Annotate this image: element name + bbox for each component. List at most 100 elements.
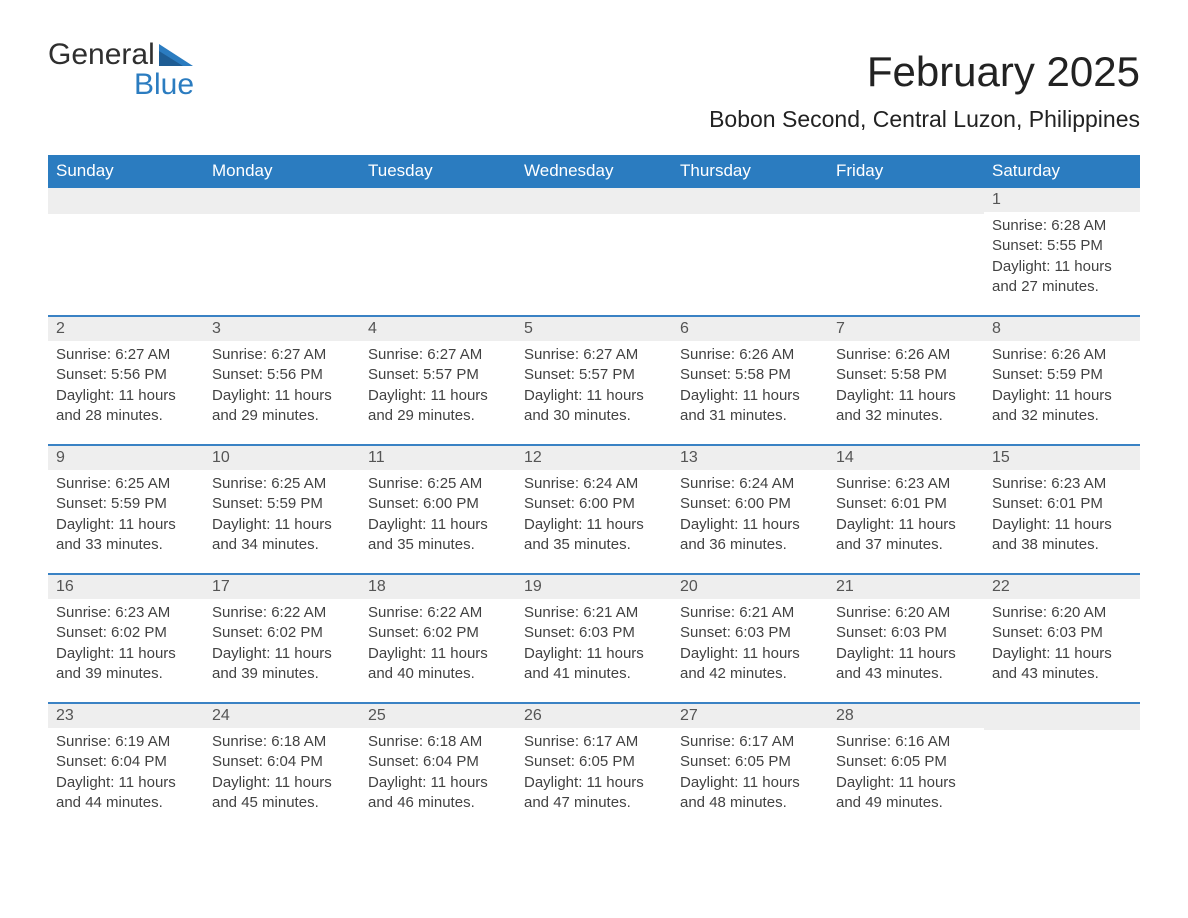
day-cell: 11Sunrise: 6:25 AMSunset: 6:00 PMDayligh… [360, 446, 516, 573]
day-cell: 25Sunrise: 6:18 AMSunset: 6:04 PMDayligh… [360, 704, 516, 831]
daylight-text: Daylight: 11 hours and 48 minutes. [680, 773, 820, 814]
day-number: 2 [48, 317, 204, 341]
sunset-text: Sunset: 6:02 PM [56, 623, 196, 643]
daylight-text: Daylight: 11 hours and 43 minutes. [992, 644, 1132, 685]
day-cell [48, 188, 204, 315]
sunrise-text: Sunrise: 6:20 AM [836, 603, 976, 623]
day-cell: 17Sunrise: 6:22 AMSunset: 6:02 PMDayligh… [204, 575, 360, 702]
daylight-text: Daylight: 11 hours and 44 minutes. [56, 773, 196, 814]
sunrise-text: Sunrise: 6:26 AM [680, 345, 820, 365]
day-number: 25 [360, 704, 516, 728]
day-cell [360, 188, 516, 315]
sunset-text: Sunset: 6:04 PM [212, 752, 352, 772]
daylight-text: Daylight: 11 hours and 47 minutes. [524, 773, 664, 814]
sunset-text: Sunset: 5:59 PM [56, 494, 196, 514]
day-cell [984, 704, 1140, 831]
daylight-text: Daylight: 11 hours and 30 minutes. [524, 386, 664, 427]
day-number: 10 [204, 446, 360, 470]
day-cell [672, 188, 828, 315]
sunset-text: Sunset: 6:03 PM [524, 623, 664, 643]
sunset-text: Sunset: 6:04 PM [368, 752, 508, 772]
daylight-text: Daylight: 11 hours and 32 minutes. [836, 386, 976, 427]
day-cell: 6Sunrise: 6:26 AMSunset: 5:58 PMDaylight… [672, 317, 828, 444]
day-number: 5 [516, 317, 672, 341]
logo-flag-icon [159, 44, 193, 66]
day-body: Sunrise: 6:24 AMSunset: 6:00 PMDaylight:… [672, 470, 828, 555]
day-number: 24 [204, 704, 360, 728]
day-cell: 18Sunrise: 6:22 AMSunset: 6:02 PMDayligh… [360, 575, 516, 702]
day-number: 19 [516, 575, 672, 599]
daylight-text: Daylight: 11 hours and 33 minutes. [56, 515, 196, 556]
sunset-text: Sunset: 6:03 PM [680, 623, 820, 643]
weekday-monday: Monday [204, 155, 360, 188]
sunset-text: Sunset: 5:56 PM [56, 365, 196, 385]
day-body: Sunrise: 6:19 AMSunset: 6:04 PMDaylight:… [48, 728, 204, 813]
logo-text-general: General [48, 40, 155, 70]
sunset-text: Sunset: 6:02 PM [212, 623, 352, 643]
day-body: Sunrise: 6:23 AMSunset: 6:02 PMDaylight:… [48, 599, 204, 684]
logo: General Blue [48, 40, 194, 100]
sunrise-text: Sunrise: 6:21 AM [524, 603, 664, 623]
day-body: Sunrise: 6:18 AMSunset: 6:04 PMDaylight:… [360, 728, 516, 813]
day-cell: 23Sunrise: 6:19 AMSunset: 6:04 PMDayligh… [48, 704, 204, 831]
sunrise-text: Sunrise: 6:17 AM [680, 732, 820, 752]
day-cell [828, 188, 984, 315]
day-cell: 28Sunrise: 6:16 AMSunset: 6:05 PMDayligh… [828, 704, 984, 831]
week-row: 9Sunrise: 6:25 AMSunset: 5:59 PMDaylight… [48, 444, 1140, 573]
day-cell: 10Sunrise: 6:25 AMSunset: 5:59 PMDayligh… [204, 446, 360, 573]
sunset-text: Sunset: 5:58 PM [680, 365, 820, 385]
daylight-text: Daylight: 11 hours and 43 minutes. [836, 644, 976, 685]
day-cell: 9Sunrise: 6:25 AMSunset: 5:59 PMDaylight… [48, 446, 204, 573]
day-body: Sunrise: 6:20 AMSunset: 6:03 PMDaylight:… [828, 599, 984, 684]
title-block: February 2025 Bobon Second, Central Luzo… [709, 40, 1140, 147]
logo-line1-row: General [48, 40, 193, 70]
daylight-text: Daylight: 11 hours and 39 minutes. [212, 644, 352, 685]
weekday-friday: Friday [828, 155, 984, 188]
day-cell: 5Sunrise: 6:27 AMSunset: 5:57 PMDaylight… [516, 317, 672, 444]
day-number-blank [984, 704, 1140, 730]
day-body: Sunrise: 6:22 AMSunset: 6:02 PMDaylight:… [204, 599, 360, 684]
day-number: 16 [48, 575, 204, 599]
day-cell: 13Sunrise: 6:24 AMSunset: 6:00 PMDayligh… [672, 446, 828, 573]
logo-text-blue: Blue [134, 70, 194, 100]
sunset-text: Sunset: 5:56 PM [212, 365, 352, 385]
sunrise-text: Sunrise: 6:25 AM [212, 474, 352, 494]
daylight-text: Daylight: 11 hours and 31 minutes. [680, 386, 820, 427]
daylight-text: Daylight: 11 hours and 28 minutes. [56, 386, 196, 427]
sunrise-text: Sunrise: 6:23 AM [992, 474, 1132, 494]
sunrise-text: Sunrise: 6:22 AM [212, 603, 352, 623]
daylight-text: Daylight: 11 hours and 45 minutes. [212, 773, 352, 814]
sunrise-text: Sunrise: 6:22 AM [368, 603, 508, 623]
day-cell: 2Sunrise: 6:27 AMSunset: 5:56 PMDaylight… [48, 317, 204, 444]
day-body: Sunrise: 6:23 AMSunset: 6:01 PMDaylight:… [984, 470, 1140, 555]
daylight-text: Daylight: 11 hours and 29 minutes. [212, 386, 352, 427]
day-number: 21 [828, 575, 984, 599]
daylight-text: Daylight: 11 hours and 36 minutes. [680, 515, 820, 556]
day-cell [516, 188, 672, 315]
day-cell: 16Sunrise: 6:23 AMSunset: 6:02 PMDayligh… [48, 575, 204, 702]
day-body: Sunrise: 6:21 AMSunset: 6:03 PMDaylight:… [516, 599, 672, 684]
day-body: Sunrise: 6:27 AMSunset: 5:57 PMDaylight:… [516, 341, 672, 426]
day-number-blank [672, 188, 828, 214]
sunrise-text: Sunrise: 6:26 AM [836, 345, 976, 365]
day-cell: 3Sunrise: 6:27 AMSunset: 5:56 PMDaylight… [204, 317, 360, 444]
weekday-saturday: Saturday [984, 155, 1140, 188]
sunrise-text: Sunrise: 6:18 AM [368, 732, 508, 752]
day-number: 27 [672, 704, 828, 728]
sunrise-text: Sunrise: 6:28 AM [992, 216, 1132, 236]
day-number: 17 [204, 575, 360, 599]
page-header: General Blue February 2025 Bobon Second,… [48, 40, 1140, 147]
weekday-tuesday: Tuesday [360, 155, 516, 188]
week-row: 23Sunrise: 6:19 AMSunset: 6:04 PMDayligh… [48, 702, 1140, 831]
day-number: 28 [828, 704, 984, 728]
day-body: Sunrise: 6:28 AMSunset: 5:55 PMDaylight:… [984, 212, 1140, 297]
sunset-text: Sunset: 6:00 PM [524, 494, 664, 514]
weekday-wednesday: Wednesday [516, 155, 672, 188]
weeks-container: 1Sunrise: 6:28 AMSunset: 5:55 PMDaylight… [48, 188, 1140, 831]
day-cell: 21Sunrise: 6:20 AMSunset: 6:03 PMDayligh… [828, 575, 984, 702]
sunset-text: Sunset: 6:00 PM [680, 494, 820, 514]
day-number: 22 [984, 575, 1140, 599]
sunrise-text: Sunrise: 6:16 AM [836, 732, 976, 752]
day-body: Sunrise: 6:26 AMSunset: 5:58 PMDaylight:… [828, 341, 984, 426]
daylight-text: Daylight: 11 hours and 49 minutes. [836, 773, 976, 814]
